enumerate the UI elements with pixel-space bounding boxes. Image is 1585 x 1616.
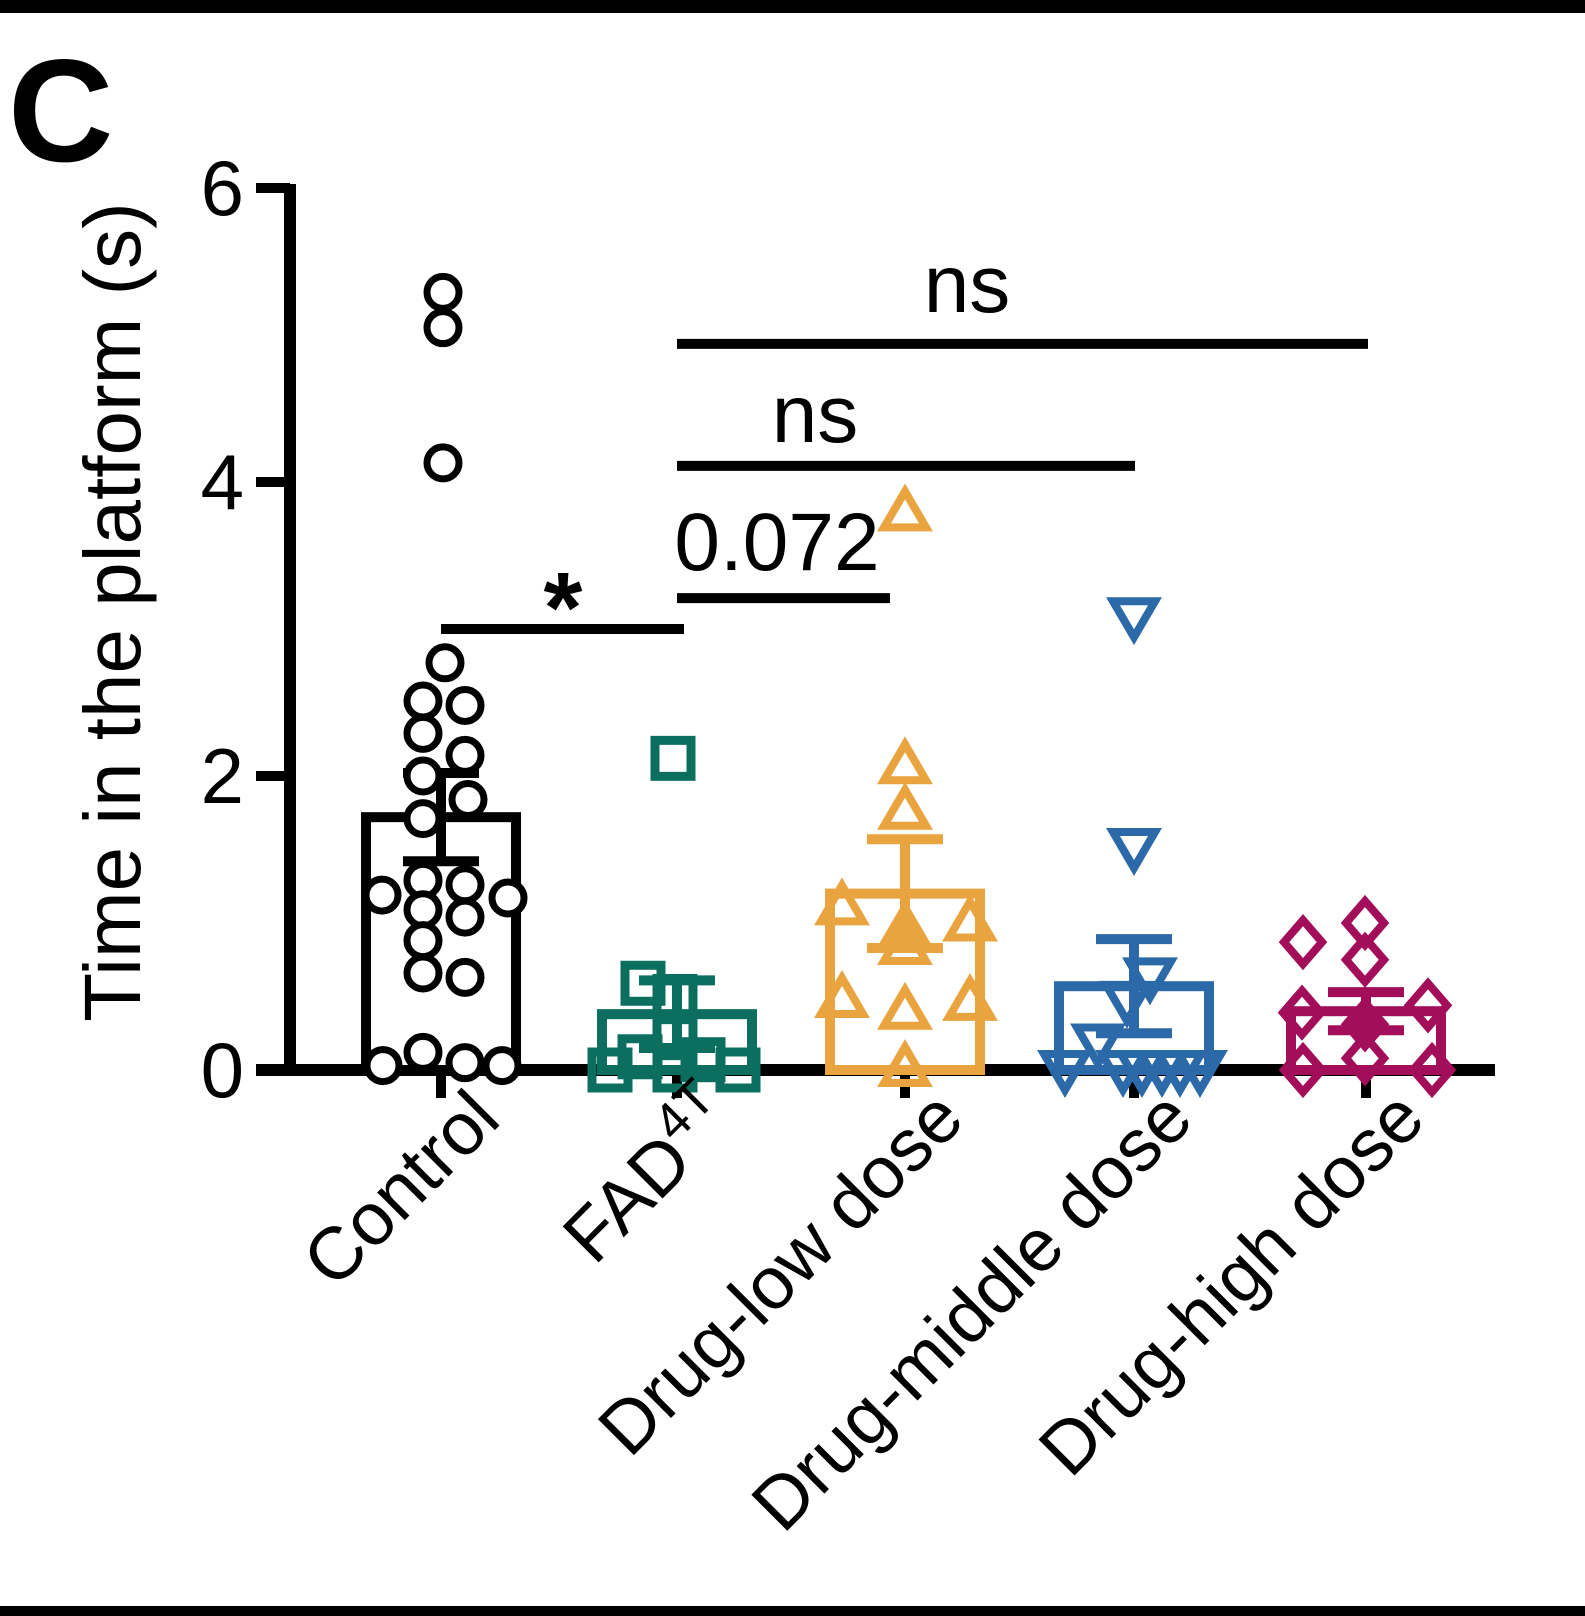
point-Drug-low dose-9 bbox=[877, 981, 933, 1030]
point-Control-8 bbox=[403, 756, 443, 796]
significance-label-0: * bbox=[544, 552, 583, 664]
point-Control-17 bbox=[403, 921, 443, 961]
point-Control-4 bbox=[403, 681, 443, 721]
y-tick-label-2: 2 bbox=[201, 732, 244, 820]
point-Control-7 bbox=[445, 735, 485, 775]
point-Drug-middle dose-2 bbox=[1122, 957, 1178, 1006]
point-Control-1 bbox=[423, 308, 463, 348]
point-Control-10 bbox=[403, 799, 443, 839]
point-FAD4T-0 bbox=[650, 735, 696, 781]
point-Drug-high dose-2 bbox=[1340, 931, 1390, 988]
point-Control-23 bbox=[482, 1046, 522, 1086]
x-label-FAD4T: FAD4T bbox=[541, 1068, 751, 1278]
point-Control-22 bbox=[363, 1046, 403, 1086]
top-divider-rule bbox=[0, 0, 1585, 13]
point-Control-3 bbox=[425, 643, 465, 683]
point-Drug-high dose-8 bbox=[1407, 1041, 1457, 1099]
point-Drug-low dose-8 bbox=[942, 972, 998, 1021]
point-Control-9 bbox=[448, 780, 488, 820]
point-FAD4T-8 bbox=[715, 1047, 761, 1093]
point-Control-14 bbox=[488, 878, 528, 918]
point-Control-12 bbox=[445, 865, 485, 905]
point-Drug-low dose-7 bbox=[814, 970, 870, 1018]
x-label-Drug-middle dose: Drug-middle dose bbox=[736, 1075, 1208, 1547]
point-Control-21 bbox=[445, 1043, 485, 1083]
point-Drug-high dose-3 bbox=[1403, 977, 1453, 1034]
point-FAD4T-6 bbox=[587, 1047, 633, 1093]
point-FAD4T-2 bbox=[652, 974, 698, 1019]
point-Drug-middle dose-5 bbox=[1037, 1050, 1093, 1098]
point-Control-2 bbox=[423, 443, 463, 483]
point-Control-18 bbox=[403, 953, 443, 993]
point-Drug-high dose-5 bbox=[1340, 996, 1390, 1053]
point-Drug-high dose-4 bbox=[1277, 984, 1327, 1041]
point-FAD4T-7 bbox=[652, 1047, 698, 1093]
y-axis-title: Time in the platform (s) bbox=[68, 202, 157, 1021]
point-Control-6 bbox=[403, 713, 443, 753]
point-Drug-high dose-6 bbox=[1340, 1030, 1390, 1087]
point-Control-13 bbox=[362, 875, 402, 915]
significance-label-2: ns bbox=[772, 369, 859, 460]
point-Control-19 bbox=[445, 957, 485, 997]
y-tick-label-0: 0 bbox=[201, 1026, 244, 1114]
point-Drug-middle dose-4 bbox=[1070, 1023, 1126, 1072]
point-Drug-low dose-10 bbox=[877, 1039, 933, 1088]
point-Drug-high dose-0 bbox=[1340, 894, 1390, 952]
point-Control-5 bbox=[445, 685, 485, 725]
point-Drug-high dose-7 bbox=[1278, 1041, 1328, 1099]
point-Drug-high dose-1 bbox=[1278, 913, 1328, 971]
point-Drug-low dose-0 bbox=[877, 483, 933, 532]
point-Control-0 bbox=[423, 272, 463, 312]
point-Drug-low dose-3 bbox=[814, 877, 870, 926]
point-Control-15 bbox=[403, 890, 443, 930]
x-label-Control: Control bbox=[287, 1075, 514, 1302]
point-Drug-low dose-6 bbox=[877, 917, 933, 966]
y-tick-label-6: 6 bbox=[201, 144, 244, 232]
point-Drug-middle dose-3 bbox=[1099, 980, 1155, 1029]
panel-label: C bbox=[8, 29, 113, 192]
point-Drug-middle dose-0 bbox=[1106, 597, 1162, 646]
point-Control-16 bbox=[445, 897, 485, 937]
significance-label-3: ns bbox=[924, 239, 1011, 330]
significance-label-1: 0.072 bbox=[674, 497, 879, 588]
point-Drug-low dose-4 bbox=[942, 893, 998, 942]
bottom-divider-rule bbox=[0, 1606, 1585, 1616]
point-Drug-low dose-2 bbox=[877, 781, 933, 830]
point-Drug-low dose-1 bbox=[877, 736, 933, 785]
y-tick-label-4: 4 bbox=[201, 438, 244, 526]
point-Control-20 bbox=[403, 1032, 443, 1072]
point-Drug-middle dose-10 bbox=[1172, 1050, 1228, 1098]
point-Drug-middle dose-1 bbox=[1106, 828, 1162, 876]
